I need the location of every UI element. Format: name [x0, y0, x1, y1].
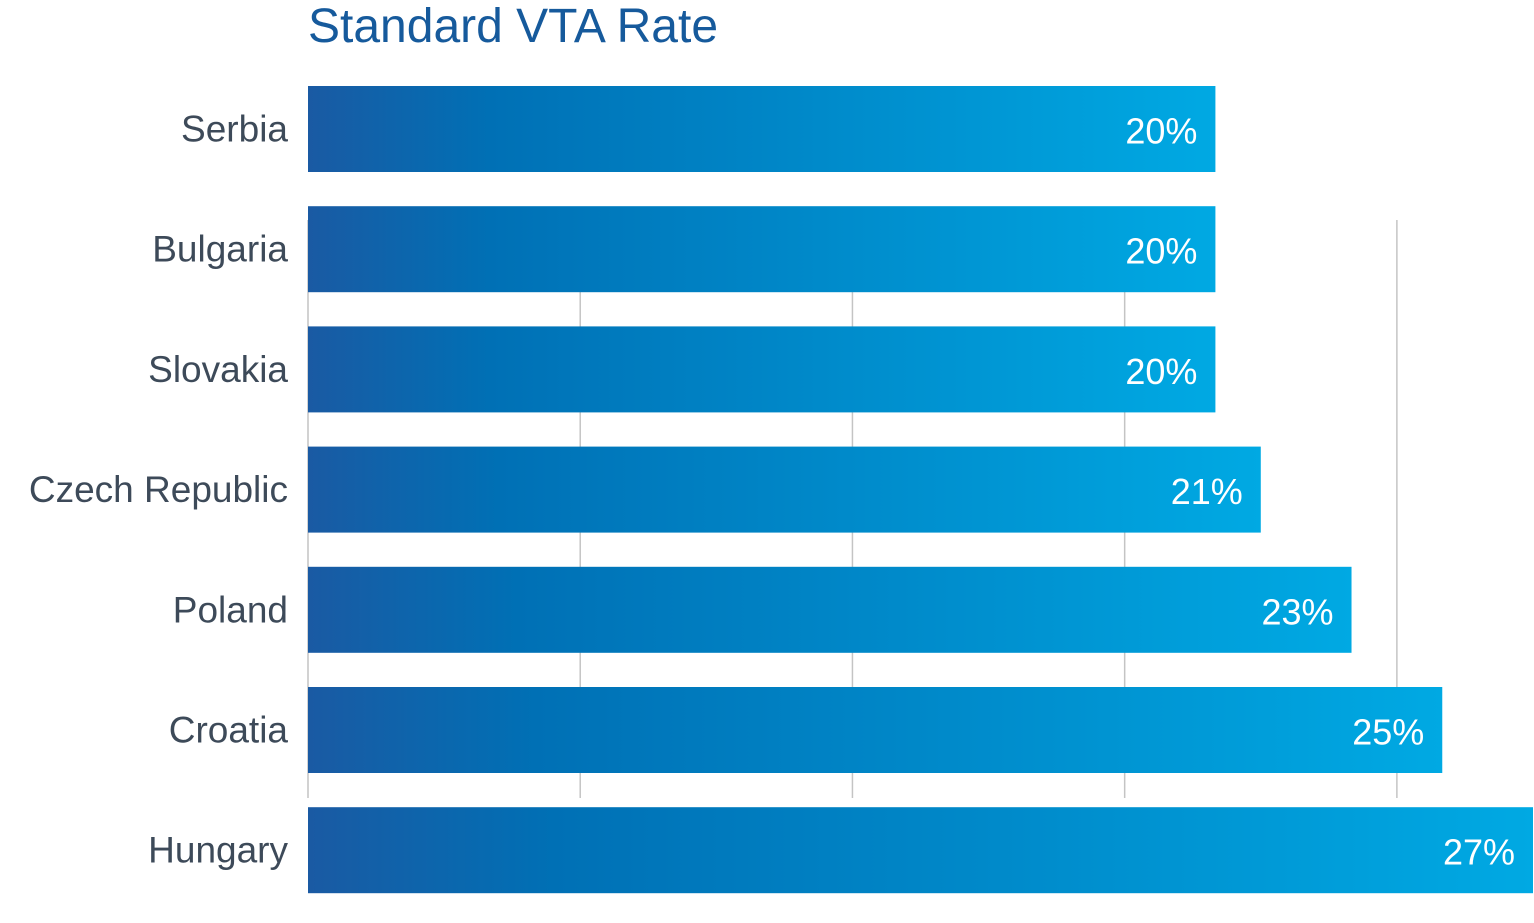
labels: Serbia 20% Bulgaria 20% Slovakia 20% Czech Rep… [29, 109, 1515, 873]
category-label: Czech Republic [29, 469, 288, 510]
category-label: Croatia [169, 710, 289, 751]
value-label: 27% [1443, 832, 1515, 873]
value-label: 20% [1125, 231, 1197, 272]
bar-poland [308, 566, 1352, 653]
bars [308, 86, 1533, 894]
value-label: 23% [1261, 591, 1333, 632]
category-label: Serbia [181, 109, 288, 150]
category-label: Hungary [148, 830, 288, 871]
bar-croatia [308, 687, 1443, 773]
bar-slovakia [308, 326, 1216, 413]
value-label: 21% [1171, 471, 1243, 512]
value-label: 20% [1125, 351, 1197, 392]
bar-hungary [308, 807, 1533, 894]
bar-bulgaria [308, 206, 1216, 293]
category-label: Bulgaria [152, 229, 288, 270]
chart-title: Standard VTA Rate [308, 0, 718, 53]
bar-czech-republic [308, 446, 1261, 533]
value-label: 25% [1352, 712, 1424, 753]
value-label: 20% [1125, 111, 1197, 152]
category-label: Poland [173, 589, 288, 630]
bar-serbia [308, 86, 1216, 172]
category-label: Slovakia [148, 349, 288, 390]
